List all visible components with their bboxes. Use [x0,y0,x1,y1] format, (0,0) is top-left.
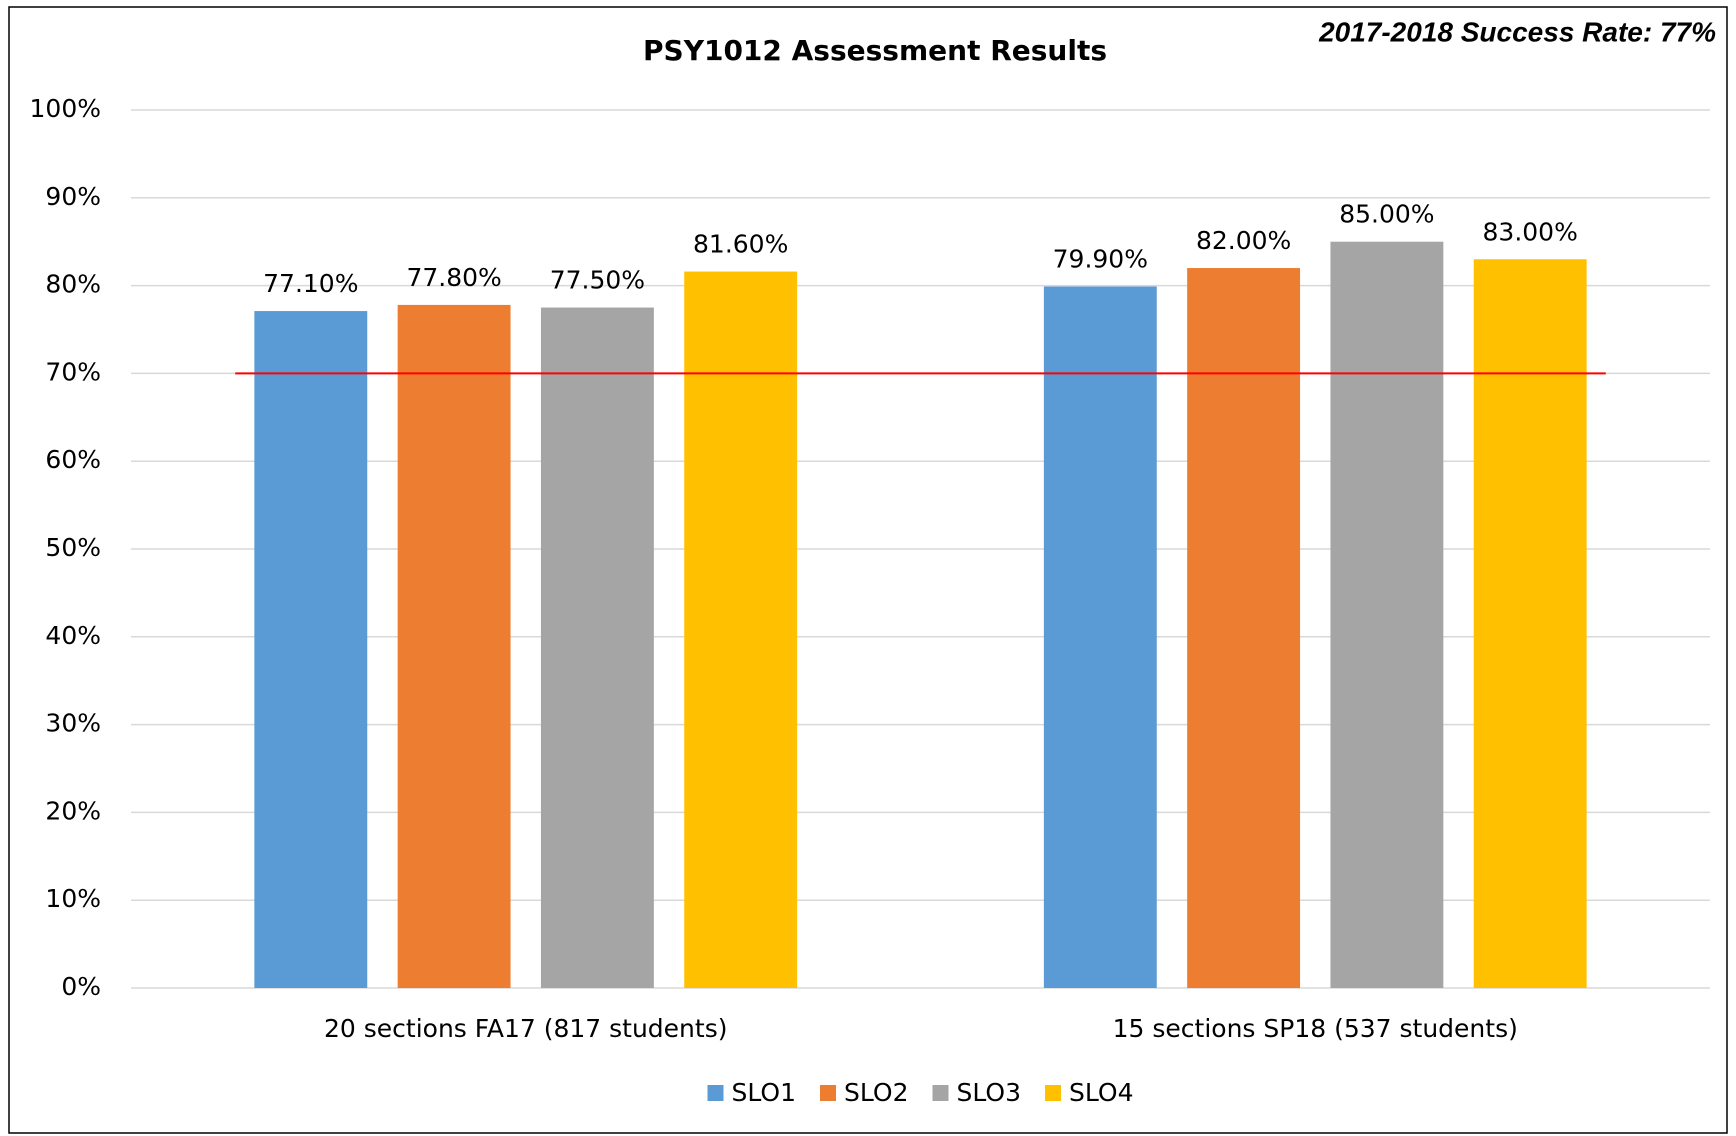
bar [684,271,798,988]
y-tick-label: 90% [45,182,101,211]
chart-title: PSY1012 Assessment Results [643,34,1107,67]
y-tick-label: 30% [45,709,101,738]
y-tick-label: 70% [45,357,101,386]
y-tick-label: 20% [45,796,101,825]
legend-swatch [1045,1085,1061,1101]
annotation: 2017-2018 Success Rate: 77% [1318,16,1716,47]
legend-label: SLO1 [732,1078,797,1107]
x-tick-label: 20 sections FA17 (817 students) [324,1014,727,1043]
data-label: 85.00% [1339,200,1434,229]
data-label: 77.10% [263,269,358,298]
data-label: 77.80% [406,263,501,292]
x-tick-label: 15 sections SP18 (537 students) [1113,1014,1518,1043]
legend-swatch [932,1085,949,1101]
y-tick-label: 100% [30,94,101,123]
legend-swatch [820,1085,836,1101]
legend-label: SLO3 [957,1078,1022,1107]
bar [1043,286,1157,988]
data-label: 81.60% [693,230,788,259]
y-tick-label: 0% [61,972,101,1001]
data-label: 79.90% [1053,244,1148,273]
y-tick-label: 40% [45,621,101,650]
bar [1187,268,1301,988]
y-tick-label: 80% [45,270,101,299]
y-tick-label: 10% [45,884,101,913]
legend-swatch [707,1085,724,1101]
bar [540,307,654,988]
data-label: 83.00% [1483,217,1578,246]
bar [1473,259,1587,988]
legend-label: SLO4 [1069,1078,1134,1107]
y-tick-label: 60% [45,445,101,474]
data-label: 82.00% [1196,226,1291,255]
bar [254,311,368,988]
bar [1330,241,1444,988]
legend-label: SLO2 [844,1078,909,1107]
bar [397,304,511,988]
y-tick-label: 50% [45,533,101,562]
data-label: 77.50% [550,266,645,295]
